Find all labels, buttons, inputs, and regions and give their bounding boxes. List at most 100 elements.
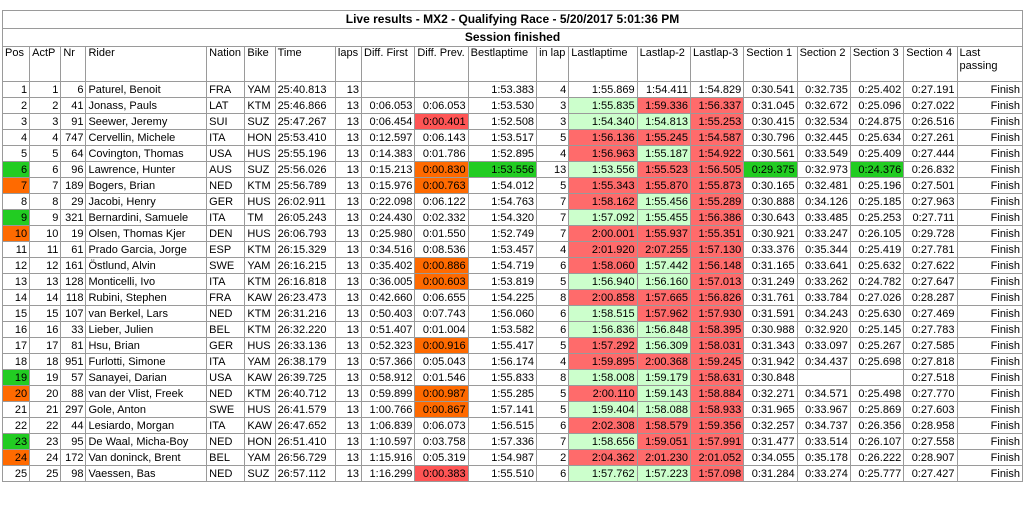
diff-prev-cell: 0:06.122	[414, 193, 469, 210]
diff-first-cell: 0:06.053	[361, 97, 416, 114]
column-header[interactable]: Rider	[85, 46, 208, 82]
last-laptime-cell: 1:55.869	[568, 81, 638, 98]
nation-cell: ITA	[206, 273, 246, 290]
laps-cell: 13	[334, 209, 363, 226]
column-header[interactable]: Section 3	[849, 46, 905, 82]
rider-name-cell: van der Vlist, Freek	[85, 385, 208, 402]
table-row[interactable]: 13 13 128 Monticelli, Ivo ITA KTM 26:16.818 13 0…	[1, 273, 1024, 290]
table-row[interactable]: 4 4 747 Cervellin, Michele ITA HON 25:53.410 13…	[1, 129, 1024, 146]
position-cell: 11	[1, 241, 31, 258]
rider-name-cell: Covington, Thomas	[85, 145, 208, 162]
diff-first-cell: 1:10.597	[361, 433, 416, 450]
table-row[interactable]: 20 20 88 van der Vlist, Freek NED KTM 26:40.71…	[1, 385, 1024, 402]
nation-cell: DEN	[206, 225, 246, 242]
column-header[interactable]: Last passing	[956, 46, 1024, 82]
table-row[interactable]: 2 2 41 Jonass, Pauls LAT KTM 25:46.866 13 0:06.0…	[1, 97, 1024, 114]
section-4-cell: 0:26.516	[903, 113, 958, 130]
best-laptime-cell: 1:52.749	[467, 225, 538, 242]
column-header[interactable]: in lap	[536, 46, 570, 82]
lastlap-3-cell: 1:58.631	[689, 369, 745, 386]
diff-first-cell: 0:24.430	[361, 209, 416, 226]
column-header[interactable]: Nr	[60, 46, 87, 82]
position-cell: 21	[1, 401, 31, 418]
rider-name-cell: Olsen, Thomas Kjer	[85, 225, 208, 242]
last-passing-cell: Finish	[956, 353, 1024, 370]
column-header[interactable]: Bestlaptime	[467, 46, 538, 82]
section-3-cell: 0:25.630	[849, 305, 905, 322]
table-row[interactable]: 19 19 57 Sanayei, Darian USA KAW 26:39.725 13 0:…	[1, 369, 1024, 386]
table-row[interactable]: 3 3 91 Seewer, Jeremy SUI SUZ 25:47.267 13 0:06.…	[1, 113, 1024, 130]
table-row[interactable]: 17 17 81 Hsu, Brian GER HUS 26:33.136 13 0:52.32…	[1, 337, 1024, 354]
rider-name-cell: Gole, Anton	[85, 401, 208, 418]
section-2-cell: 0:32.672	[796, 97, 851, 114]
table-row[interactable]: 16 16 33 Lieber, Julien BEL KTM 26:32.220 13 0:5…	[1, 321, 1024, 338]
table-row[interactable]: 12 12 161 Östlund, Alvin SWE YAM 26:16.215 13 0:…	[1, 257, 1024, 274]
nation-cell: NED	[206, 385, 246, 402]
section-4-cell: 0:27.558	[903, 433, 958, 450]
table-row[interactable]: 23 23 95 De Waal, Micha-Boy NED HON 26:51.410 1…	[1, 433, 1024, 450]
table-row[interactable]: 10 10 19 Olsen, Thomas Kjer DEN HUS 26:06.793 1…	[1, 225, 1024, 242]
actual-position-cell: 15	[29, 305, 62, 322]
table-row[interactable]: 1 1 6 Paturel, Benoit FRA YAM 25:40.813 13 1:53.…	[1, 81, 1024, 98]
column-header[interactable]: Section 1	[743, 46, 798, 82]
column-header[interactable]: Diff. Prev.	[414, 46, 469, 82]
laps-cell: 13	[334, 81, 363, 98]
column-header[interactable]: Lastlap-3	[689, 46, 745, 82]
section-1-cell: 0:31.165	[743, 257, 798, 274]
table-row[interactable]: 14 14 118 Rubini, Stephen FRA KAW 26:23.473 13 0…	[1, 289, 1024, 306]
section-3-cell: 0:27.026	[849, 289, 905, 306]
in-lap-cell: 2	[536, 449, 570, 466]
column-header[interactable]: Section 4	[903, 46, 958, 82]
lastlap-3-cell: 1:55.873	[689, 177, 745, 194]
table-row[interactable]: 22 22 44 Lesiardo, Morgan ITA KAW 26:47.652 13 1…	[1, 417, 1024, 434]
diff-first-cell: 0:06.454	[361, 113, 416, 130]
table-row[interactable]: 11 11 61 Prado Garcia, Jorge ESP KTM 26:15.329…	[1, 241, 1024, 258]
column-header[interactable]: ActP	[29, 46, 62, 82]
column-header[interactable]: Lastlap-2	[636, 46, 691, 82]
diff-prev-cell: 0:00.867	[414, 401, 469, 418]
position-cell: 18	[1, 353, 31, 370]
last-laptime-cell: 1:53.556	[568, 161, 638, 178]
lastlap-3-cell: 1:55.253	[689, 113, 745, 130]
time-cell: 26:47.652	[274, 417, 336, 434]
last-laptime-cell: 1:55.835	[568, 97, 638, 114]
column-header[interactable]: Nation	[206, 46, 246, 82]
column-header[interactable]: Section 2	[796, 46, 851, 82]
column-header[interactable]: Bike	[244, 46, 276, 82]
table-row[interactable]: 24 24 172 Van doninck, Brent BEL YAM 26:56.729…	[1, 449, 1024, 466]
number-cell: 189	[60, 177, 87, 194]
section-1-cell: 0:30.848	[743, 369, 798, 386]
diff-prev-cell: 0:00.830	[414, 161, 469, 178]
lastlap-2-cell: 2:01.230	[636, 449, 691, 466]
table-row[interactable]: 18 18 951 Furlotti, Simone ITA YAM 26:38.179 13…	[1, 353, 1024, 370]
rider-name-cell: Lawrence, Hunter	[85, 161, 208, 178]
table-row[interactable]: 7 7 189 Bogers, Brian NED KTM 25:56.789 13 0:15.…	[1, 177, 1024, 194]
number-cell: 41	[60, 97, 87, 114]
lastlap-3-cell: 1:58.395	[689, 321, 745, 338]
nation-cell: NED	[206, 177, 246, 194]
last-laptime-cell: 1:58.060	[568, 257, 638, 274]
table-row[interactable]: 9 9 321 Bernardini, Samuele ITA TM 26:05.243 13…	[1, 209, 1024, 226]
column-header[interactable]: Pos	[1, 46, 31, 82]
diff-first-cell: 0:15.213	[361, 161, 416, 178]
position-cell: 7	[1, 177, 31, 194]
column-header[interactable]: laps	[334, 46, 363, 82]
table-row[interactable]: 5 5 64 Covington, Thomas USA HUS 25:55.196 13 0:…	[1, 145, 1024, 162]
column-header[interactable]: Diff. First	[361, 46, 416, 82]
section-4-cell: 0:28.907	[903, 449, 958, 466]
diff-prev-cell: 0:05.319	[414, 449, 469, 466]
section-3-cell: 0:26.222	[849, 449, 905, 466]
actual-position-cell: 1	[29, 81, 62, 98]
nation-cell: ITA	[206, 209, 246, 226]
lastlap-2-cell: 1:59.336	[636, 97, 691, 114]
best-laptime-cell: 1:54.987	[467, 449, 538, 466]
table-row[interactable]: 8 8 29 Jacobi, Henry GER HUS 26:02.911 13 0:22.0…	[1, 193, 1024, 210]
table-row[interactable]: 21 21 297 Gole, Anton SWE HUS 26:41.579 13 1:00.…	[1, 401, 1024, 418]
table-row[interactable]: 25 25 98 Vaessen, Bas NED SUZ 26:57.112 13 1:16.…	[1, 465, 1024, 482]
table-row[interactable]: 15 15 107 van Berkel, Lars NED KTM 26:31.216 13…	[1, 305, 1024, 322]
time-cell: 26:38.179	[274, 353, 336, 370]
column-header[interactable]: Time	[274, 46, 336, 82]
table-row[interactable]: 6 6 96 Lawrence, Hunter AUS SUZ 25:56.026 13 0:1…	[1, 161, 1024, 178]
column-header[interactable]: Lastlaptime	[568, 46, 638, 82]
section-4-cell: 0:27.711	[903, 209, 958, 226]
